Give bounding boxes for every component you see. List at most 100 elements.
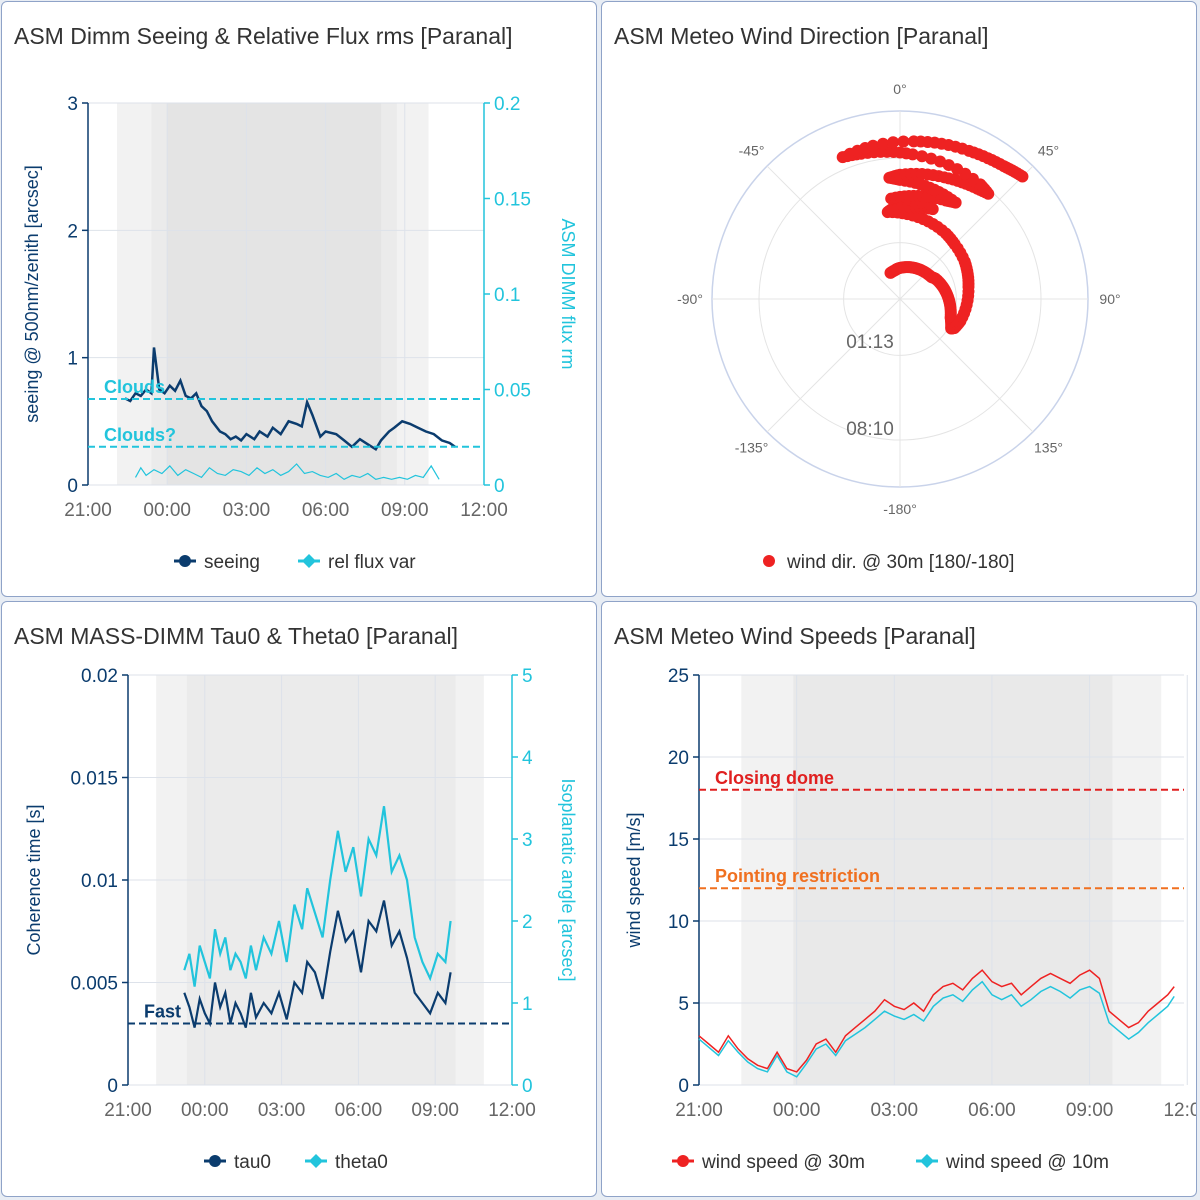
series-line-wind-speed-30m xyxy=(698,969,1175,1073)
y-right-tick-label: 5 xyxy=(522,666,533,687)
polar-angle-label: -180° xyxy=(883,501,917,517)
seeing-chart: 0 1 2 3 21:00 00:00 03:00 06:00 09:00 12:00 seeing… xyxy=(22,94,578,573)
threshold-label: Pointing restriction xyxy=(715,866,880,886)
x-tick-label: 09:00 xyxy=(411,1100,459,1121)
y-left-tick-label: 25 xyxy=(668,666,689,687)
y-right-tick-label: 0.2 xyxy=(494,94,520,115)
x-tick-label: 03:00 xyxy=(258,1100,306,1121)
x-tick-label: 12:00 xyxy=(460,500,508,521)
wind-speeds-panel: ASM Meteo Wind Speeds [Paranal] 0 5 10 15 20… xyxy=(601,601,1197,1197)
wind-dir-point xyxy=(876,137,889,150)
x-tick-label: 09:00 xyxy=(1066,1100,1114,1121)
threshold-label: Clouds xyxy=(104,377,165,397)
legend-label: tau0 xyxy=(234,1152,271,1173)
y-left-tick-label: 5 xyxy=(678,994,689,1015)
wind-speeds-chart-title: ASM Meteo Wind Speeds [Paranal] xyxy=(614,623,976,649)
polar-angle-label: 90° xyxy=(1099,291,1120,307)
y-right-tick-label: 0 xyxy=(494,476,505,497)
legend-marker xyxy=(302,554,316,568)
series-line-tau0 xyxy=(183,900,452,1028)
y-left-tick-label: 10 xyxy=(668,912,689,933)
legend-marker xyxy=(309,1154,323,1168)
polar-angle-label: 45° xyxy=(1038,143,1059,159)
legend-marker xyxy=(763,555,775,567)
polar-spoke xyxy=(899,298,1034,433)
x-tick-label: 21:00 xyxy=(104,1100,152,1121)
y-left-axis-label: seeing @ 500nm/zenith [arcsec] xyxy=(22,165,42,422)
threshold-label: Closing dome xyxy=(715,768,834,788)
y-right-axis-label: Isoplanatic angle [arcsec] xyxy=(558,778,578,981)
y-left-tick-label: 2 xyxy=(67,221,78,242)
y-left-tick-label: 0 xyxy=(67,476,78,497)
legend-label: seeing xyxy=(204,552,260,573)
y-left-tick-label: 0.005 xyxy=(70,974,118,995)
series-line-rel-flux-var xyxy=(134,463,440,480)
series-line-theta0 xyxy=(183,806,452,987)
threshold-label: Clouds? xyxy=(104,425,176,445)
x-tick-label: 00:00 xyxy=(143,500,191,521)
tau0-theta0-chart: 0 0.005 0.01 0.015 0.02 21:00 00:00 03:00 06:00 0… xyxy=(24,666,578,1173)
legend-marker xyxy=(179,555,191,567)
y-left-tick-label: 0.015 xyxy=(70,769,118,790)
y-left-tick-label: 3 xyxy=(67,94,78,115)
y-left-tick-label: 1 xyxy=(67,349,78,370)
legend-marker xyxy=(209,1155,221,1167)
legend-label: wind speed @ 30m xyxy=(701,1152,865,1173)
x-tick-label: 00:00 xyxy=(773,1100,821,1121)
x-tick-label: 21:00 xyxy=(64,500,112,521)
seeing-chart-title: ASM Dimm Seeing & Relative Flux rms [Par… xyxy=(14,23,513,49)
x-tick-label: 12:00 xyxy=(1163,1100,1197,1121)
y-right-tick-label: 4 xyxy=(522,748,533,769)
wind-speeds-chart: 0 5 10 15 20 25 21:00 00:00 03:00 06:00 09:00 12:00… xyxy=(624,666,1197,1173)
polar-spoke xyxy=(766,165,901,300)
y-right-tick-label: 0.15 xyxy=(494,190,531,211)
legend-label: theta0 xyxy=(335,1152,388,1173)
legend-label: wind speed @ 10m xyxy=(945,1152,1109,1173)
legend-label: wind dir. @ 30m [180/-180] xyxy=(786,552,1014,573)
x-tick-label: 00:00 xyxy=(181,1100,229,1121)
y-left-tick-label: 0 xyxy=(107,1076,118,1097)
y-left-tick-label: 15 xyxy=(668,830,689,851)
polar-radial-label: 08:10 xyxy=(846,419,894,440)
y-left-tick-label: 0.01 xyxy=(81,871,118,892)
wind-direction-chart-title: ASM Meteo Wind Direction [Paranal] xyxy=(614,23,989,49)
x-tick-label: 12:00 xyxy=(488,1100,536,1121)
wind-dir-point xyxy=(866,139,879,152)
series-line-wind-speed-10m xyxy=(698,980,1175,1078)
x-tick-label: 03:00 xyxy=(871,1100,919,1121)
y-left-axis-label: wind speed [m/s] xyxy=(624,812,644,948)
y-right-tick-label: 0.1 xyxy=(494,285,520,306)
y-right-axis-label: ASM DIMM flux rm xyxy=(558,219,578,370)
polar-angle-label: -90° xyxy=(677,291,703,307)
night-band xyxy=(793,675,1113,1085)
wind-direction-panel: ASM Meteo Wind Direction [Paranal] 0° 45°… xyxy=(601,1,1197,597)
x-tick-label: 06:00 xyxy=(335,1100,383,1121)
wind-dir-point xyxy=(887,136,900,149)
y-right-tick-label: 1 xyxy=(522,994,533,1015)
wind-dir-point xyxy=(925,152,938,165)
wind-dir-point xyxy=(915,150,928,163)
polar-angle-label: -135° xyxy=(735,439,769,455)
wind-direction-chart: 0° 45° 90° 135° -180° -135° -90° -45° 01:13 08:10… xyxy=(677,81,1121,573)
night-band xyxy=(167,103,382,485)
y-left-axis-label: Coherence time [s] xyxy=(24,804,44,955)
y-left-tick-label: 0 xyxy=(678,1076,689,1097)
tau0-theta0-chart-title: ASM MASS-DIMM Tau0 & Theta0 [Paranal] xyxy=(14,623,458,649)
series-line-seeing xyxy=(124,347,456,452)
polar-angle-label: 0° xyxy=(893,81,906,97)
wind-dir-point xyxy=(1016,170,1029,183)
x-tick-label: 21:00 xyxy=(675,1100,723,1121)
wind-dir-point xyxy=(897,135,910,148)
polar-spoke xyxy=(766,298,901,433)
legend-marker xyxy=(920,1154,934,1168)
threshold-label: Fast xyxy=(144,1002,181,1022)
y-left-tick-label: 20 xyxy=(668,748,689,769)
y-right-tick-label: 0.05 xyxy=(494,381,531,402)
legend-label: rel flux var xyxy=(328,552,416,573)
y-right-tick-label: 2 xyxy=(522,912,533,933)
polar-angle-label: 135° xyxy=(1034,439,1063,455)
y-left-tick-label: 0.02 xyxy=(81,666,118,687)
x-tick-label: 06:00 xyxy=(302,500,350,521)
legend-marker xyxy=(677,1155,689,1167)
